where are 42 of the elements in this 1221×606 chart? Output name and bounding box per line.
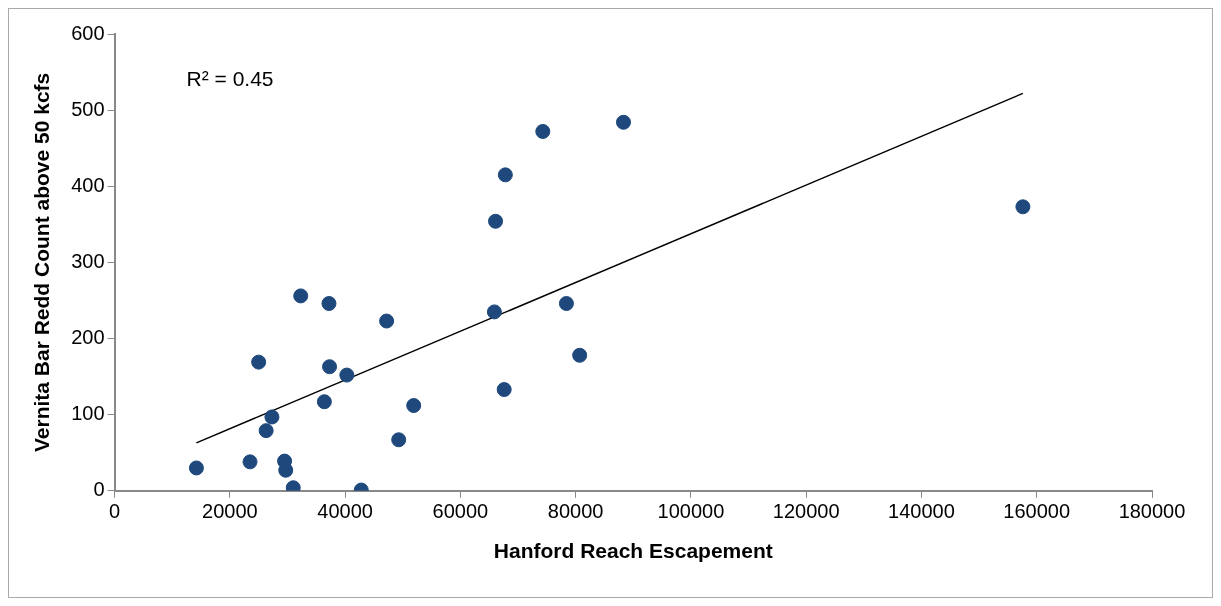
x-tick-label: 80000 <box>547 500 604 523</box>
x-tick-label: 160000 <box>1003 500 1071 523</box>
point <box>488 213 504 229</box>
x-tick-label: 180000 <box>1118 500 1186 523</box>
x-tick-label: 40000 <box>317 500 373 523</box>
point <box>293 288 309 304</box>
point <box>1015 199 1031 215</box>
point <box>379 313 395 329</box>
point <box>339 367 355 383</box>
x-tick-label: 60000 <box>432 500 489 523</box>
point <box>496 382 512 398</box>
y-tick-label: 400 <box>71 173 105 196</box>
point <box>251 354 267 370</box>
point <box>406 398 422 414</box>
y-tick-label: 100 <box>71 402 105 425</box>
x-tick-label: 140000 <box>888 500 955 523</box>
x-tick-label: 0 <box>109 500 121 523</box>
point <box>535 123 551 139</box>
point <box>572 347 588 363</box>
point <box>242 454 258 470</box>
y-tick-label: 0 <box>93 478 105 501</box>
y-tick-label: 200 <box>71 326 105 349</box>
point <box>316 394 332 410</box>
x-tick-label: 100000 <box>657 500 725 523</box>
point <box>486 304 502 320</box>
point <box>321 296 337 312</box>
x-tick-label: 20000 <box>202 500 258 523</box>
y-tick-label: 300 <box>71 249 105 272</box>
point <box>188 460 204 476</box>
y-tick-label: 600 <box>71 21 105 44</box>
y-axis-title: Vernita Bar Redd Count above 50 kcfs <box>30 72 54 453</box>
point <box>264 409 280 425</box>
point <box>322 359 338 375</box>
point <box>497 167 513 183</box>
point <box>558 296 574 312</box>
x-tick-label: 120000 <box>772 500 840 523</box>
point <box>615 114 631 130</box>
point <box>391 432 407 448</box>
x-axis-title: Hanford Reach Escapement <box>493 539 773 563</box>
point <box>258 423 274 439</box>
y-tick-label: 500 <box>71 97 105 120</box>
annotation: R² = 0.45 <box>186 67 274 91</box>
